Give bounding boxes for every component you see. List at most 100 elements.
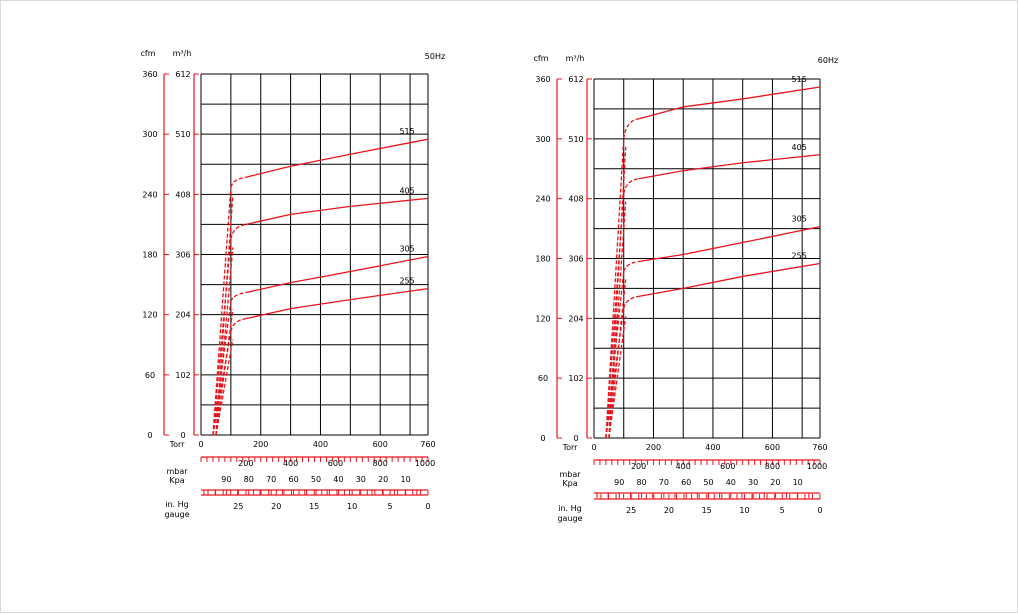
series-405-knee xyxy=(230,223,246,240)
kpa-tick-label: 10 xyxy=(793,478,803,487)
m3h-tick-label: 612 xyxy=(175,70,190,79)
inhg-tick-label: 10 xyxy=(347,502,357,511)
kpa-tick-label: 60 xyxy=(288,475,298,484)
m3h-unit-label: m³/h xyxy=(173,49,192,58)
series-255-rise xyxy=(212,331,232,436)
kpa-tick-label: 90 xyxy=(614,478,624,487)
series-label-305: 305 xyxy=(399,244,414,253)
kpa-tick-label: 30 xyxy=(356,475,366,484)
series-label-305: 305 xyxy=(792,215,807,224)
series-255-line xyxy=(245,287,429,320)
torr-tick-label: 400 xyxy=(313,440,328,449)
m3h-tick-label: 102 xyxy=(568,374,583,383)
series-515-rise xyxy=(605,138,625,439)
series-515-knee xyxy=(623,118,639,139)
torr-tick-label: 600 xyxy=(373,440,388,449)
inhg-label: in. Hg xyxy=(558,504,581,513)
series-405-rise xyxy=(605,193,625,439)
mbar-tick-label: 600 xyxy=(720,462,735,471)
series-label-405: 405 xyxy=(792,143,807,152)
torr-tick-label: 400 xyxy=(705,443,720,452)
inhg-label: in. Hg xyxy=(165,500,188,509)
series-515-knee xyxy=(230,176,246,188)
series-label-255: 255 xyxy=(399,277,414,286)
kpa-label: Kpa xyxy=(562,479,577,488)
torr-tick-label: 0 xyxy=(198,440,203,449)
series-305-rise xyxy=(212,301,232,436)
kpa-tick-label: 30 xyxy=(748,478,758,487)
series-255-knee xyxy=(623,295,639,309)
m3h-tick-label: 204 xyxy=(175,311,190,320)
kpa-tick-label: 80 xyxy=(244,475,254,484)
mbar-label: mbar xyxy=(559,470,581,479)
torr-tick-label: 0 xyxy=(591,443,596,452)
kpa-tick-label: 20 xyxy=(378,475,388,484)
kpa-tick-label: 90 xyxy=(221,475,231,484)
series-305-rise xyxy=(605,271,625,439)
series-label-515: 515 xyxy=(399,127,414,136)
kpa-tick-label: 70 xyxy=(659,478,669,487)
torr-tick-label: 200 xyxy=(646,443,661,452)
cfm-tick-label: 360 xyxy=(142,70,157,79)
m3h-tick-label: 408 xyxy=(175,190,190,199)
cfm-tick-label: 120 xyxy=(142,311,157,320)
inhg-tick-label: 0 xyxy=(425,502,430,511)
inhg-tick-label: 20 xyxy=(271,502,281,511)
mbar-tick-label: 200 xyxy=(631,462,646,471)
cfm-tick-label: 0 xyxy=(147,431,152,440)
kpa-tick-label: 10 xyxy=(401,475,411,484)
mbar-tick-label: 800 xyxy=(373,459,388,468)
cfm-tick-label: 240 xyxy=(535,195,550,204)
series-305-line xyxy=(638,225,821,263)
mbar-tick-label: 800 xyxy=(765,462,780,471)
m3h-tick-label: 0 xyxy=(180,431,185,440)
torr-label: Torr xyxy=(169,440,186,449)
cfm-unit-label: cfm xyxy=(533,54,548,63)
inhg-tick-label: 0 xyxy=(817,506,822,515)
series-label-255: 255 xyxy=(792,251,807,260)
cfm-tick-label: 240 xyxy=(142,190,157,199)
cfm-tick-label: 0 xyxy=(540,434,545,443)
series-515-line xyxy=(245,138,429,178)
torr-label: Torr xyxy=(562,443,579,452)
m3h-tick-label: 0 xyxy=(573,434,578,443)
m3h-tick-label: 510 xyxy=(568,135,583,144)
series-255-rise-alt xyxy=(215,339,234,436)
m3h-tick-label: 612 xyxy=(568,75,583,84)
m3h-unit-label: m³/h xyxy=(566,54,585,63)
kpa-tick-label: 60 xyxy=(681,478,691,487)
series-255-knee xyxy=(230,318,246,332)
inhg-tick-label: 25 xyxy=(626,506,636,515)
m3h-tick-label: 510 xyxy=(175,130,190,139)
series-405-rise xyxy=(212,239,232,436)
inhg-tick-label: 10 xyxy=(739,506,749,515)
torr-tick-label: 200 xyxy=(253,440,268,449)
m3h-tick-label: 102 xyxy=(175,371,190,380)
series-label-515: 515 xyxy=(792,75,807,84)
series-405-line xyxy=(245,197,429,226)
mbar-tick-label: 1000 xyxy=(807,462,827,471)
kpa-tick-label: 50 xyxy=(703,478,713,487)
torr-tick-label: 760 xyxy=(420,440,435,449)
frequency-label: 60Hz xyxy=(818,56,838,65)
chart-panel-60hz: cfm m³/h 60Hz06012018024030036001022043064… xyxy=(533,54,838,523)
torr-tick-label: 760 xyxy=(812,443,827,452)
cfm-tick-label: 300 xyxy=(142,130,157,139)
mbar-tick-label: 1000 xyxy=(415,459,435,468)
series-255-rise-alt xyxy=(608,316,627,439)
cfm-tick-label: 120 xyxy=(535,314,550,323)
mbar-tick-label: 200 xyxy=(238,459,253,468)
series-305-knee xyxy=(230,291,246,302)
torr-tick-label: 600 xyxy=(765,443,780,452)
chart-panel-50hz: cfm m³/h 50Hz06012018024030036001022043064… xyxy=(140,49,445,519)
kpa-tick-label: 50 xyxy=(311,475,321,484)
cfm-tick-label: 180 xyxy=(142,251,157,260)
inhg-tick-label: 5 xyxy=(780,506,785,515)
cfm-tick-label: 360 xyxy=(535,75,550,84)
frequency-label: 50Hz xyxy=(425,52,445,61)
cfm-tick-label: 300 xyxy=(535,135,550,144)
gauge-label: gauge xyxy=(164,510,189,519)
series-405-line xyxy=(638,154,821,180)
series-255-line xyxy=(638,262,821,298)
